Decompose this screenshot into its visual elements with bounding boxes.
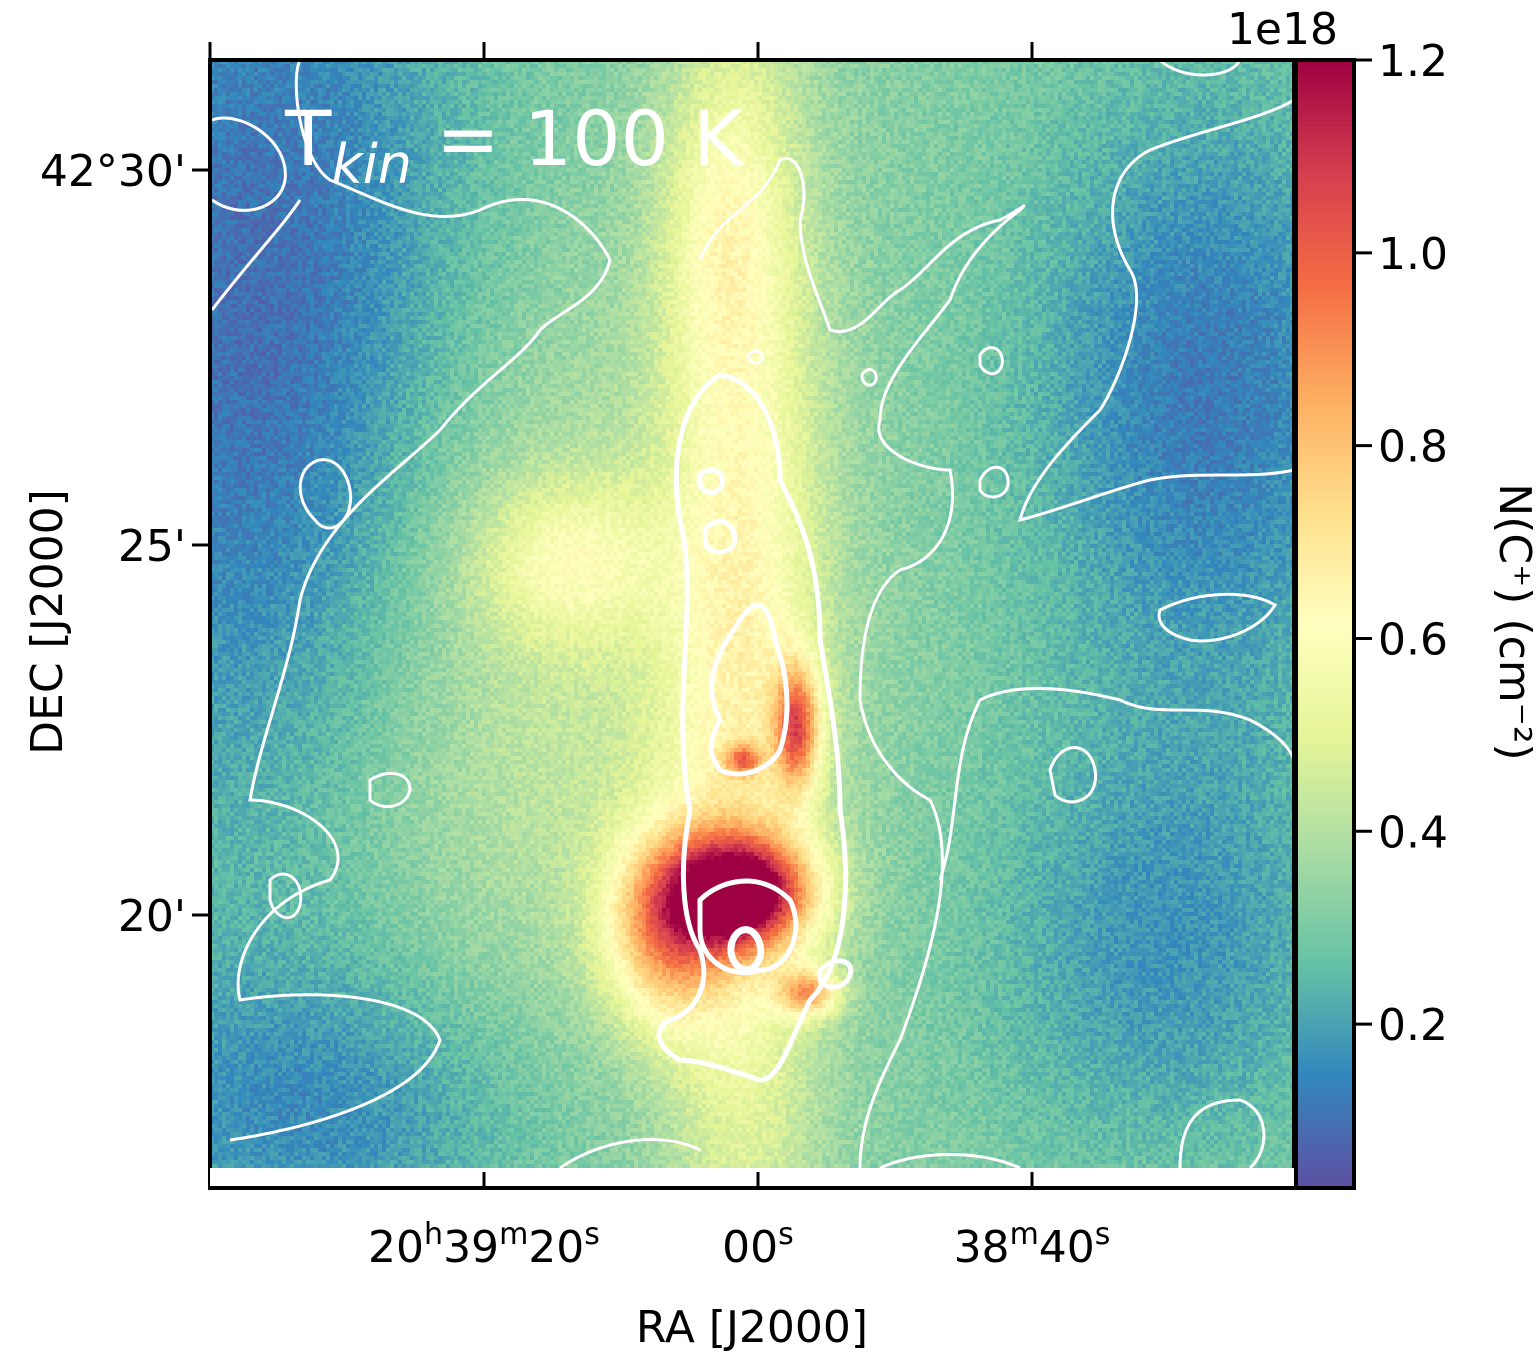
column-density-map (210, 60, 1294, 1168)
contour-outer-southeast-3 (1178, 1098, 1266, 1168)
colorbar-ticks: 0.2 0.4 0.6 0.8 1.0 1.2 (1354, 36, 1448, 1051)
y-tick-label-1: 42°30' (40, 146, 186, 197)
contour-outer-northwest-arc (210, 199, 302, 311)
colorbar-tick-label: 0.2 (1378, 1000, 1448, 1051)
contour-outer-mini-1 (860, 368, 878, 387)
contour-outer-small-southwest (368, 771, 412, 809)
y-tick-label-2: 25' (118, 521, 186, 572)
colorbar-frame (1294, 58, 1356, 1190)
contour-outer-east-arc (1017, 98, 1294, 523)
heatmap-image (210, 60, 1294, 1168)
x-tick-label-3: 38m40s (954, 1217, 1111, 1273)
contour-mid-inner (708, 602, 790, 777)
contour-mid-south (697, 878, 799, 976)
colorbar-label: N(C⁺) (cm⁻²) (1489, 483, 1538, 760)
x-axis-title: RA [J2000] (636, 1302, 868, 1353)
contour-layer (210, 60, 1294, 1168)
map-bottom-strip (210, 1168, 1294, 1186)
contour-outer-small-southwest-2 (268, 872, 303, 919)
y-tick-label-3: 20' (118, 891, 186, 942)
contour-outer-south-middle (559, 1138, 701, 1168)
colorbar-tick-label: 0.6 (1378, 614, 1448, 665)
x-tick-marks (208, 42, 1034, 1188)
x-tick-label-2: 00s (722, 1217, 794, 1273)
contour-outer-small-west (298, 458, 353, 530)
contour-outer-mini-2 (746, 349, 765, 365)
contour-outer-southeast (938, 687, 1294, 881)
colorbar-tick-label: 0.4 (1378, 807, 1448, 858)
contour-outer-southeast-2 (1048, 746, 1097, 804)
annotation-subscript: kin (331, 133, 412, 196)
colorbar-offset-text: 1e18 (1227, 4, 1338, 55)
contour-mid-east (817, 958, 854, 990)
y-axis-title: DEC [J2000] (22, 489, 73, 755)
contour-outer-filament (698, 156, 1026, 1168)
colorbar (1296, 60, 1354, 1188)
colorbar-tick-label: 0.8 (1378, 422, 1448, 473)
temperature-annotation: Tkin = 100 K (284, 94, 745, 196)
contour-mid-knot-1 (697, 467, 725, 495)
contour-mid-knot-2 (702, 518, 738, 555)
annotation-rest: = 100 K (412, 94, 745, 183)
contour-peak (727, 926, 765, 974)
contour-outer-northeast-small (978, 346, 1004, 376)
x-tick-label-1: 20h39m20s (368, 1217, 600, 1273)
contour-outer-west (229, 60, 612, 1142)
contour-outer-east-small (1157, 592, 1278, 643)
annotation-base: T (284, 94, 332, 183)
colorbar-tick-label: 1.0 (1378, 229, 1448, 280)
y-tick-marks (192, 168, 210, 917)
colorbar-tick-label: 1.2 (1378, 36, 1448, 87)
contour-outer-northwest-knot (211, 116, 287, 212)
contour-outer-south (879, 1153, 1021, 1168)
contour-mid-filament (656, 372, 849, 1083)
contour-outer-northeast-small-2 (978, 466, 1010, 499)
contour-outer-northeast-arc (1158, 60, 1242, 77)
